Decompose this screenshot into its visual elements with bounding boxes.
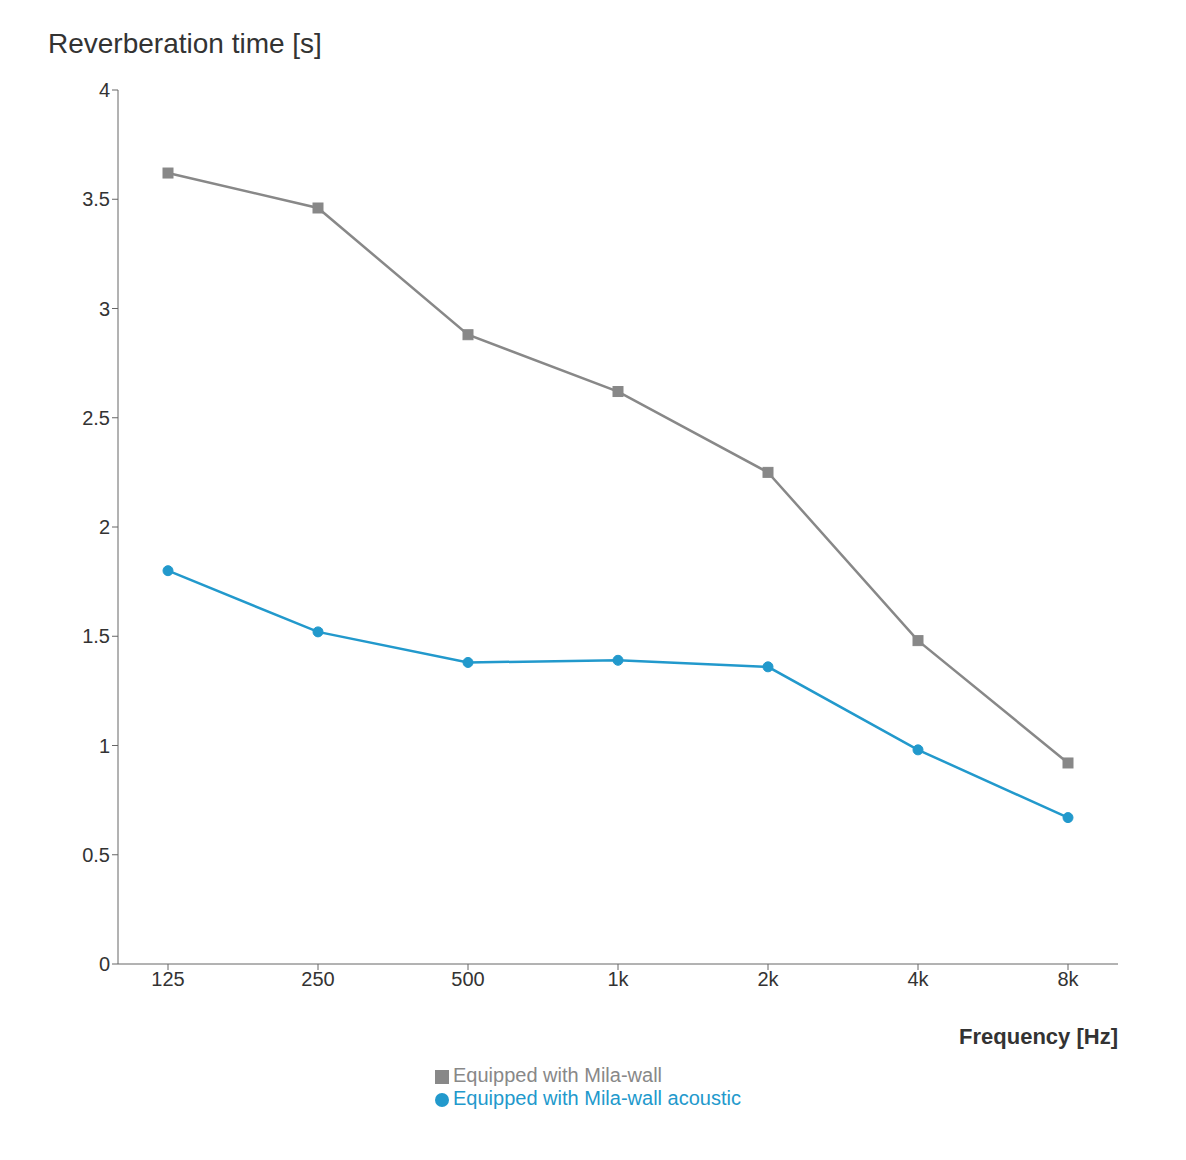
svg-text:125: 125: [151, 968, 184, 990]
svg-text:1: 1: [99, 735, 110, 757]
svg-text:8k: 8k: [1057, 968, 1079, 990]
svg-text:4: 4: [99, 79, 110, 101]
svg-text:250: 250: [301, 968, 334, 990]
html-text:Reverberation time [s]: Reverberation time [s]: [48, 28, 322, 59]
svg-text:1.5: 1.5: [82, 625, 110, 647]
svg-text:1k: 1k: [607, 968, 629, 990]
svg-text:Frequency [Hz]: Frequency [Hz]: [959, 1024, 1118, 1049]
svg-text:500: 500: [451, 968, 484, 990]
svg-text:0.5: 0.5: [82, 844, 110, 866]
svg-text:3.5: 3.5: [82, 188, 110, 210]
svg-text:0: 0: [99, 953, 110, 975]
svg-text:3: 3: [99, 298, 110, 320]
svg-text:2: 2: [99, 516, 110, 538]
svg-text:4k: 4k: [907, 968, 929, 990]
html-text:Equipped with Mila-wall acoust: Equipped with Mila-wall acoustic: [453, 1087, 741, 1109]
html-text:Equipped with Mila-wall: Equipped with Mila-wall: [453, 1064, 662, 1086]
svg-text:2.5: 2.5: [82, 407, 110, 429]
svg-text:2k: 2k: [757, 968, 779, 990]
